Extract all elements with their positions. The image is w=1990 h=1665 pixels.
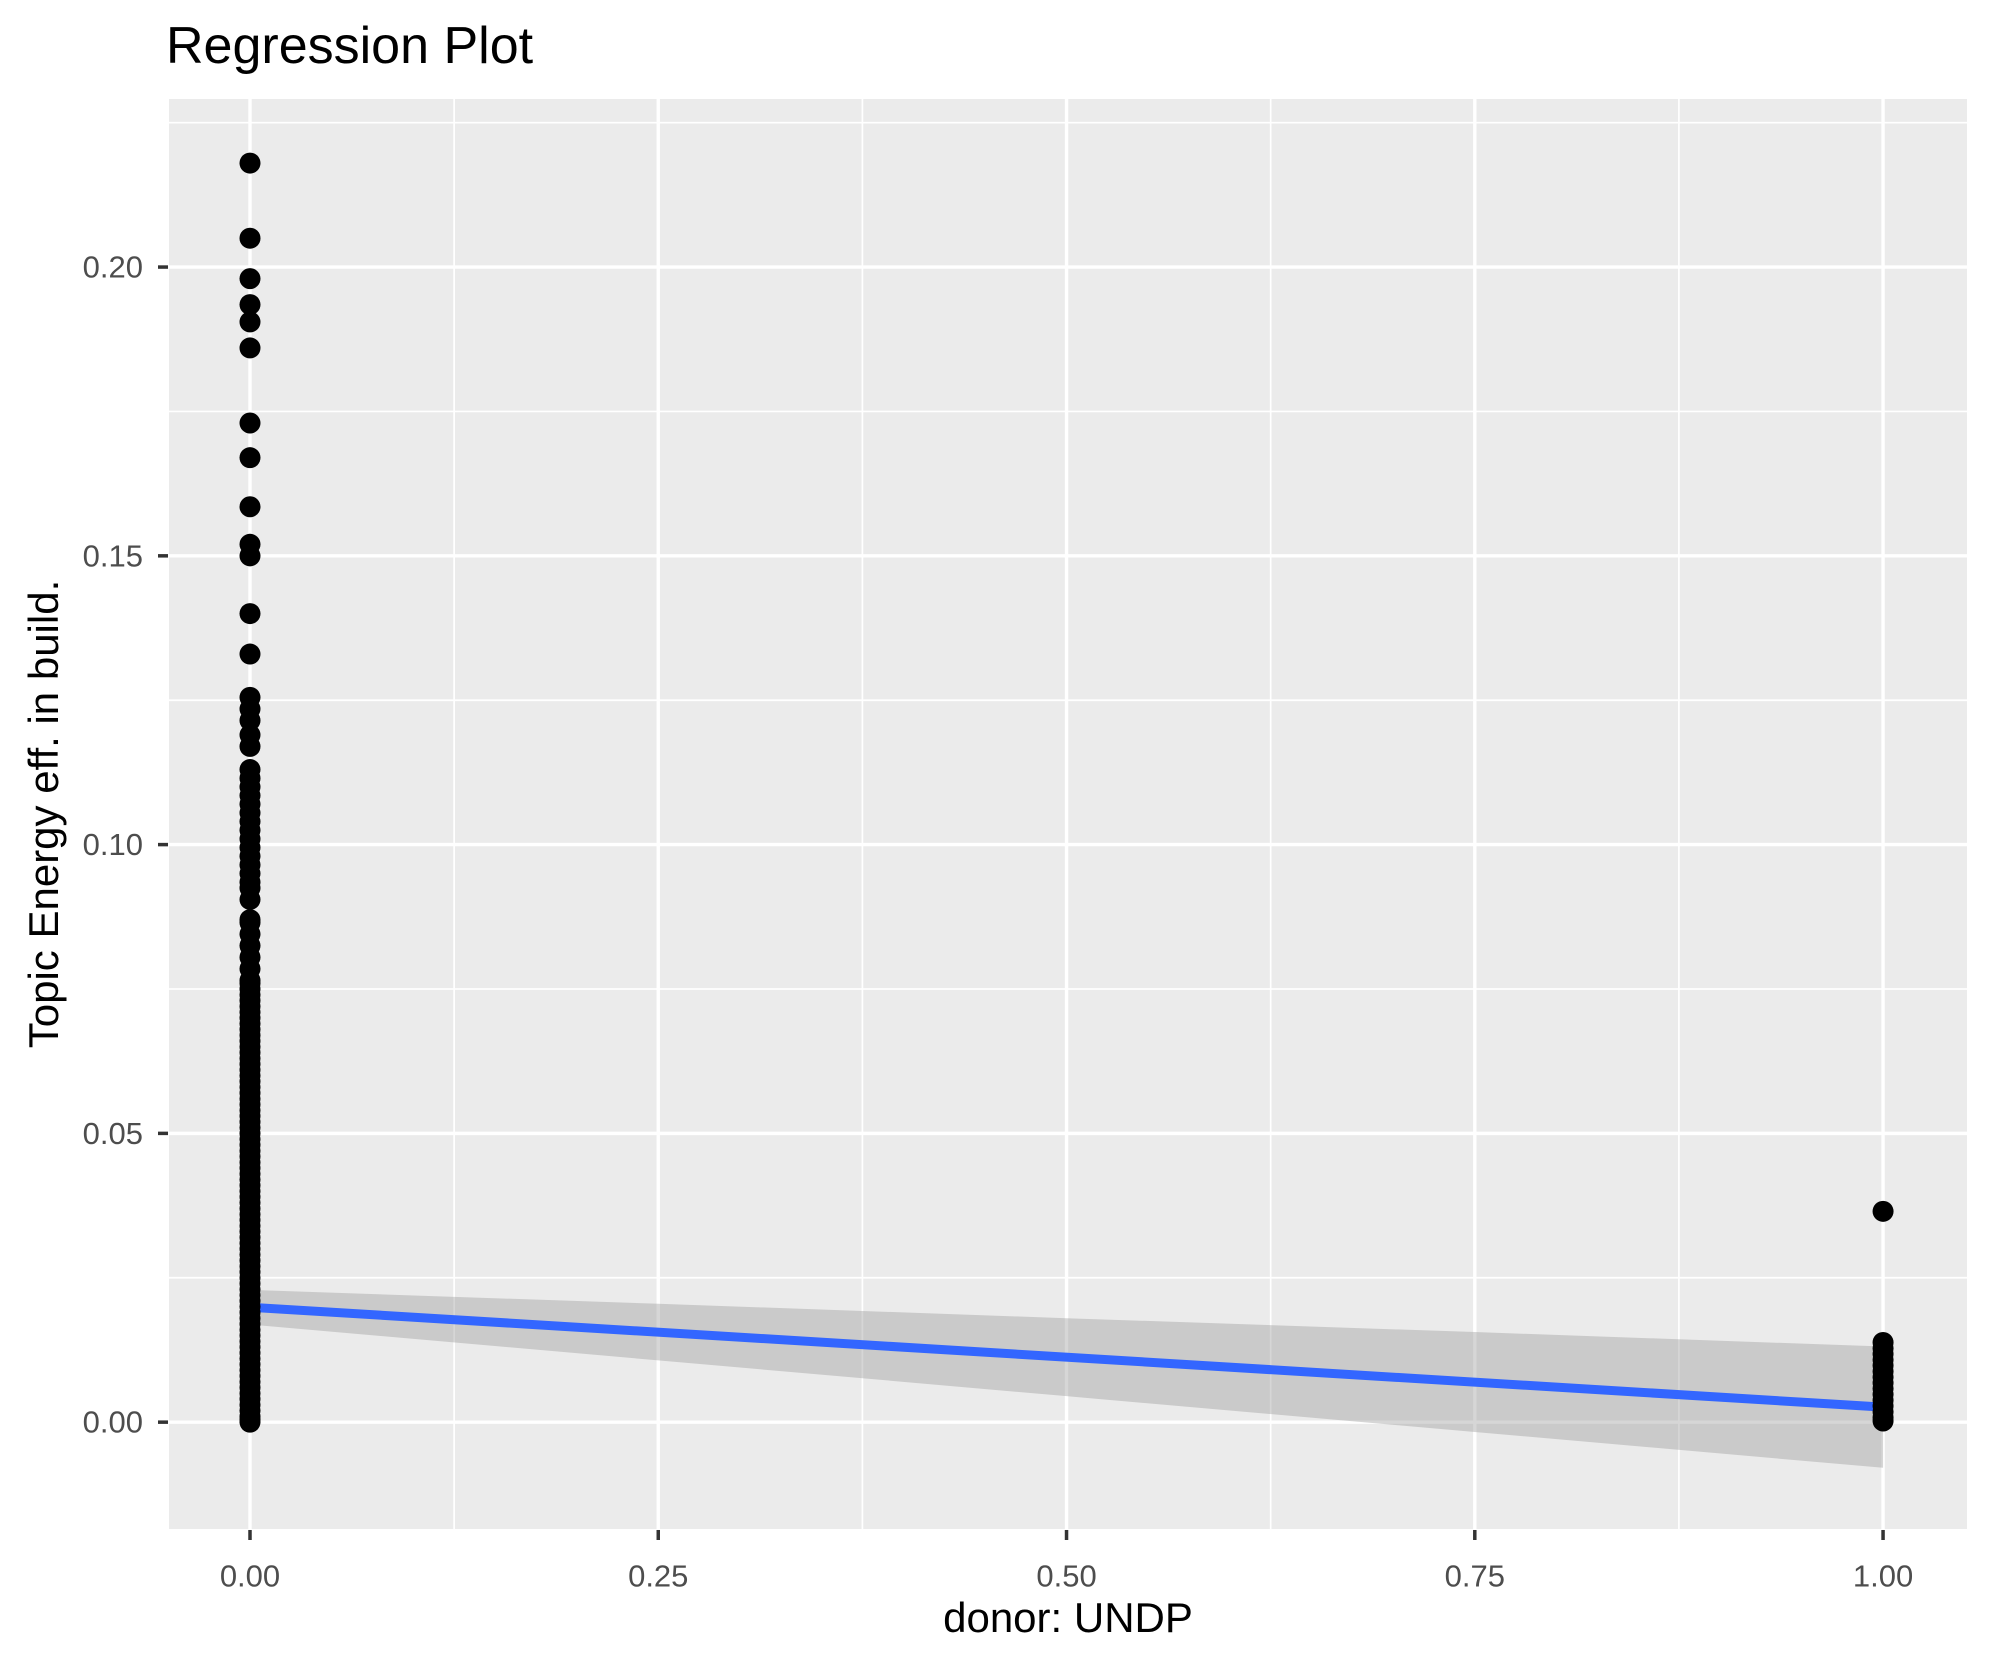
y-tick-label: 0.00 bbox=[83, 1405, 143, 1440]
data-point bbox=[239, 294, 261, 316]
data-point bbox=[239, 643, 261, 665]
data-point bbox=[239, 496, 261, 518]
y-tick-label: 0.20 bbox=[83, 250, 143, 285]
data-point bbox=[1872, 1410, 1894, 1432]
y-axis-title: Topic Energy eff. in build. bbox=[20, 579, 67, 1049]
data-point bbox=[239, 152, 261, 174]
data-point bbox=[239, 447, 261, 469]
x-axis-title: donor: UNDP bbox=[943, 1594, 1193, 1641]
regression-line bbox=[249, 1302, 1884, 1412]
x-tick-label: 0.50 bbox=[1036, 1559, 1096, 1594]
x-tick-label: 0.25 bbox=[628, 1559, 688, 1594]
data-point bbox=[239, 227, 261, 249]
data-point bbox=[239, 311, 261, 333]
data-point bbox=[239, 337, 261, 359]
x-tick-label: 1.00 bbox=[1853, 1559, 1913, 1594]
data-point bbox=[239, 268, 261, 290]
data-point bbox=[239, 735, 261, 757]
plot-title: Regression Plot bbox=[166, 17, 534, 75]
data-point bbox=[239, 1411, 261, 1433]
x-tick-label: 0.75 bbox=[1445, 1559, 1505, 1594]
data-point bbox=[239, 545, 261, 567]
data-point bbox=[239, 888, 261, 910]
data-point bbox=[239, 709, 261, 731]
data-point bbox=[239, 603, 261, 625]
y-tick-label: 0.05 bbox=[83, 1116, 143, 1151]
x-tick-label: 0.00 bbox=[220, 1559, 280, 1594]
data-point bbox=[1872, 1200, 1894, 1222]
data-point bbox=[239, 412, 261, 434]
y-tick-label: 0.15 bbox=[83, 538, 143, 573]
y-tick-label: 0.10 bbox=[83, 827, 143, 862]
